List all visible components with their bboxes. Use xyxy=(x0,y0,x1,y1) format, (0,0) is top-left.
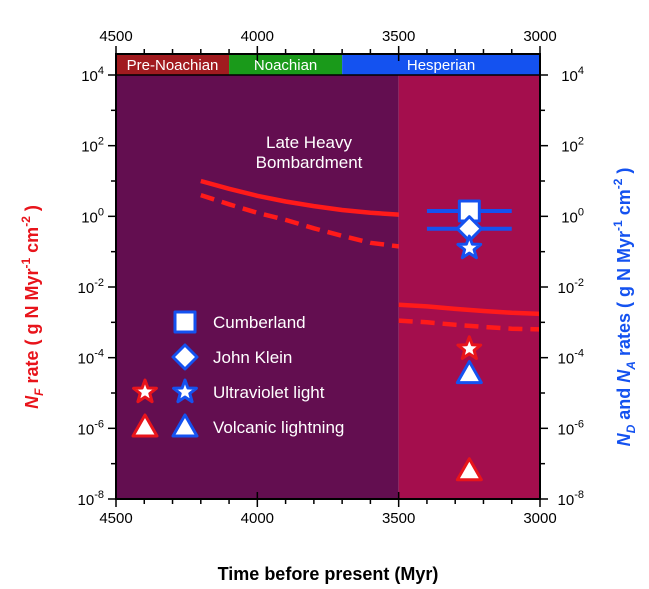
series-lines xyxy=(200,178,541,332)
y-tick-label-right-6: 10-8 xyxy=(558,489,584,509)
series-line-3 xyxy=(398,318,541,332)
y-tick-label-left-5: 10-6 xyxy=(78,418,104,438)
x-tick-label-top-2: 3500 xyxy=(382,28,415,45)
frame-outline xyxy=(115,53,541,500)
point-triangle-4 xyxy=(455,360,483,385)
y-axis-title-left: NF rate ( g N Myr-1 cm-2 ) xyxy=(19,205,46,409)
shaded-regions xyxy=(116,75,540,499)
axis-ticks: 4500 4500 4000 4000 3500 3500 3000 3000 104 104 10… xyxy=(78,28,584,527)
y-tick-label-right-4: 10-4 xyxy=(558,348,584,368)
y-tick-label-left-1: 102 xyxy=(81,136,104,156)
period-2 xyxy=(342,54,540,75)
y-tick-label-left-4: 10-4 xyxy=(78,348,104,368)
point-triangle-5 xyxy=(455,457,483,482)
x-tick-label-top-3: 3000 xyxy=(523,28,556,45)
period-label-0: Pre-Noachian xyxy=(127,57,219,74)
legend-marker-0-0 xyxy=(173,310,197,334)
y-tick-label-right-1: 102 xyxy=(561,136,584,156)
x-tick-label-bottom-1: 4000 xyxy=(241,510,274,527)
y-tick-label-right-2: 100 xyxy=(561,206,584,226)
data-points xyxy=(426,199,512,482)
point-star-3 xyxy=(456,335,483,360)
legend-marker-3-1 xyxy=(171,413,199,438)
legend: Cumberland John Klein Ultraviolet light Vol… xyxy=(131,310,344,438)
y-tick-label-left-0: 104 xyxy=(81,65,104,85)
period-0 xyxy=(116,54,230,75)
legend-label-3: Volcanic lightning xyxy=(213,418,344,437)
y-tick-label-left-3: 10-2 xyxy=(78,277,104,297)
y-tick-label-left-6: 10-8 xyxy=(78,489,104,509)
legend-label-2: Ultraviolet light xyxy=(213,383,325,402)
shaded-region-1 xyxy=(398,75,540,499)
x-tick-label-top-1: 4000 xyxy=(241,28,274,45)
legend-marker-1-0 xyxy=(171,343,199,371)
period-label-2: Hesperian xyxy=(407,57,475,74)
y-tick-label-right-0: 104 xyxy=(561,65,584,85)
shaded-region-0 xyxy=(116,75,399,499)
y-tick-label-left-2: 100 xyxy=(81,206,104,226)
legend-marker-2-0 xyxy=(132,378,158,404)
period-bar: Pre-Noachian Noachian Hesperian xyxy=(116,54,540,75)
y-axis-title-right: ND and NA rates ( g N Myr-1 cm-2 ) xyxy=(611,168,638,447)
point-star-2 xyxy=(456,234,483,260)
legend-marker-3-0 xyxy=(131,413,159,438)
x-axis-title: Time before present (Myr) xyxy=(218,564,439,584)
annotation-line-2: Bombardment xyxy=(256,153,363,172)
series-line-2 xyxy=(398,302,541,317)
period-label-1: Noachian xyxy=(254,57,317,74)
legend-marker-2-1 xyxy=(172,378,198,404)
annotation-line-1: Late Heavy xyxy=(266,133,352,152)
x-tick-label-bottom-0: 4500 xyxy=(99,510,132,527)
legend-label-0: Cumberland xyxy=(213,313,306,332)
x-tick-label-bottom-2: 3500 xyxy=(382,510,415,527)
x-tick-label-bottom-3: 3000 xyxy=(523,510,556,527)
y-tick-label-right-3: 10-2 xyxy=(558,277,584,297)
plot-frame xyxy=(115,53,541,500)
x-tick-label-top-0: 4500 xyxy=(99,28,132,45)
series-line-0 xyxy=(200,178,399,217)
series-line-1 xyxy=(200,192,399,249)
legend-label-1: John Klein xyxy=(213,348,292,367)
y-tick-label-right-5: 10-6 xyxy=(558,418,584,438)
